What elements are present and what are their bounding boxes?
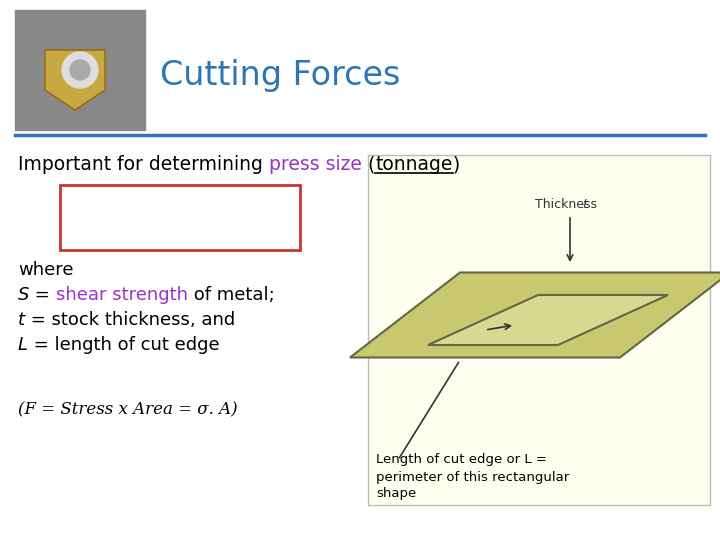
- Text: t: t: [18, 311, 25, 329]
- Text: F = S t L: F = S t L: [117, 204, 243, 231]
- Text: (: (: [361, 156, 375, 174]
- Text: Cutting Forces: Cutting Forces: [160, 58, 400, 91]
- Text: where: where: [18, 261, 73, 279]
- Text: of metal;: of metal;: [188, 286, 274, 304]
- Text: (F = Stress x Area = σ. A): (F = Stress x Area = σ. A): [18, 402, 238, 418]
- Text: perimeter of this rectangular: perimeter of this rectangular: [376, 470, 570, 483]
- Text: t: t: [582, 199, 587, 212]
- Text: press size: press size: [269, 156, 361, 174]
- Text: S: S: [18, 286, 30, 304]
- Polygon shape: [428, 295, 668, 345]
- Polygon shape: [350, 273, 720, 357]
- Text: shape: shape: [376, 487, 416, 500]
- FancyBboxPatch shape: [60, 185, 300, 250]
- Text: Important for determining: Important for determining: [18, 156, 269, 174]
- Circle shape: [70, 60, 90, 80]
- Text: tonnage: tonnage: [375, 156, 452, 174]
- Text: = stock thickness, and: = stock thickness, and: [25, 311, 235, 329]
- FancyBboxPatch shape: [368, 155, 710, 505]
- Text: Length of cut edge or L =: Length of cut edge or L =: [376, 454, 547, 467]
- Text: ): ): [452, 156, 460, 174]
- FancyBboxPatch shape: [15, 10, 145, 130]
- Text: shear strength: shear strength: [56, 286, 188, 304]
- Polygon shape: [45, 50, 105, 110]
- Text: =: =: [30, 286, 56, 304]
- Circle shape: [62, 52, 98, 88]
- Text: = length of cut edge: = length of cut edge: [28, 336, 220, 354]
- Text: L: L: [18, 336, 28, 354]
- Text: Thickness: Thickness: [535, 199, 601, 212]
